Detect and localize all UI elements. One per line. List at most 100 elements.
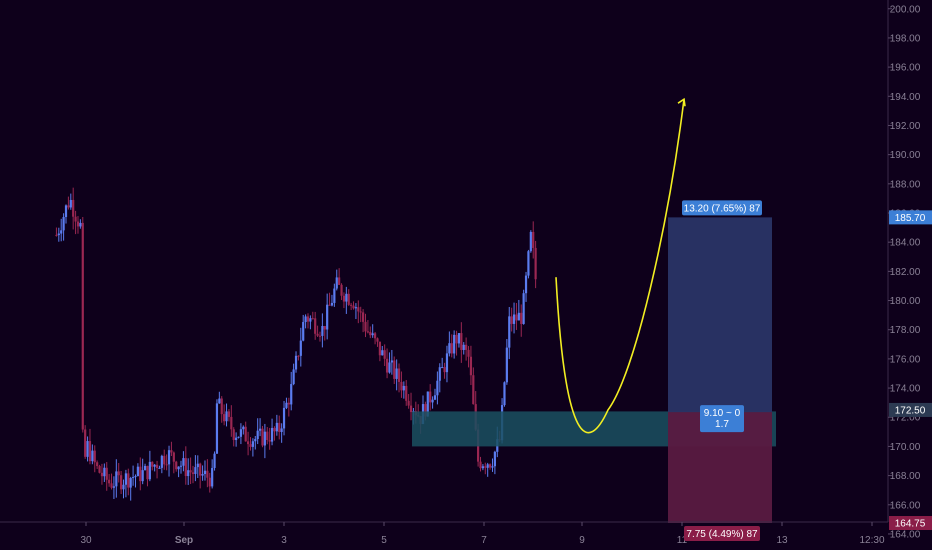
price-tick-label: 176.00 bbox=[890, 354, 921, 365]
candle-body bbox=[397, 368, 401, 382]
candle-body bbox=[256, 430, 259, 440]
time-tick-label: 13 bbox=[776, 535, 788, 546]
time-tick-label: 7 bbox=[481, 535, 487, 546]
candle-body bbox=[342, 295, 346, 302]
candle-body bbox=[426, 391, 429, 417]
candle-body bbox=[60, 230, 63, 234]
price-tick-label: 170.00 bbox=[890, 442, 921, 453]
target-price-tag-bg bbox=[889, 210, 932, 225]
candle-body bbox=[524, 275, 528, 294]
candle-body bbox=[340, 284, 343, 296]
candle-body bbox=[517, 312, 520, 321]
candle-body bbox=[141, 470, 144, 482]
candle-body bbox=[199, 463, 202, 476]
candle-body bbox=[326, 304, 329, 330]
candle-body bbox=[64, 205, 68, 218]
candle-body bbox=[88, 441, 92, 462]
candle-body bbox=[338, 277, 341, 285]
stop-price-tag-bg bbox=[889, 516, 932, 531]
price-tick-label: 178.00 bbox=[890, 325, 921, 336]
candle-body bbox=[503, 382, 506, 406]
candle-body bbox=[294, 355, 298, 370]
candle-body bbox=[211, 467, 214, 487]
price-axis[interactable]: 164.00 166.00 168.00 170.00 172.00 174.00 176.… bbox=[887, 0, 932, 540]
candle-body bbox=[266, 431, 269, 441]
stop-label-bg bbox=[684, 526, 760, 542]
candle-body bbox=[79, 222, 82, 227]
candle-body bbox=[445, 353, 449, 373]
candle-body bbox=[347, 293, 350, 305]
candle-body bbox=[527, 251, 530, 276]
candle-body bbox=[441, 367, 444, 369]
price-tick-label: 164.00 bbox=[890, 529, 921, 540]
candle-body bbox=[481, 466, 485, 469]
candle-body bbox=[534, 247, 537, 280]
candle-body bbox=[505, 347, 508, 383]
candle-body bbox=[383, 350, 386, 359]
candle-body bbox=[237, 436, 240, 438]
candle-body bbox=[72, 199, 75, 217]
candle-body bbox=[117, 471, 120, 476]
candle-body bbox=[218, 398, 221, 404]
projection-arrow-icon bbox=[677, 97, 686, 107]
candle-body bbox=[330, 302, 334, 306]
candle-body bbox=[223, 414, 226, 422]
candle-body bbox=[491, 466, 494, 468]
target-label-text: 13.20 (7.65%) 87 bbox=[684, 203, 761, 214]
candle-body bbox=[297, 355, 300, 357]
candle-body bbox=[103, 467, 106, 477]
candle-body bbox=[270, 427, 274, 442]
ratio-label: 9.10 ~ 01.7 bbox=[700, 405, 744, 433]
price-tick-label: 192.00 bbox=[890, 121, 921, 132]
stop-label: 7.75 (4.49%) 87 bbox=[684, 526, 760, 542]
candle-body bbox=[316, 333, 319, 336]
candle-body bbox=[333, 288, 336, 303]
candle-body bbox=[151, 461, 154, 467]
candle-body bbox=[493, 451, 496, 467]
candle-body bbox=[469, 356, 473, 376]
price-tick-label: 174.00 bbox=[890, 384, 921, 395]
candle-body bbox=[242, 426, 245, 430]
price-tick-label: 188.00 bbox=[890, 179, 921, 190]
candle-body bbox=[438, 367, 441, 381]
tag-layer: 13.20 (7.65%) 87 7.75 (4.49%) 87 9.10 ~ 01… bbox=[682, 200, 762, 542]
candle-body bbox=[100, 472, 104, 477]
candle-body bbox=[227, 411, 231, 417]
target-area[interactable] bbox=[668, 217, 772, 413]
candle-body bbox=[191, 472, 195, 474]
candle-body bbox=[282, 407, 286, 429]
candle-body bbox=[134, 476, 137, 478]
time-axis[interactable]: 30 Sep 3 5 7 9 11 13 12:30 bbox=[0, 521, 888, 546]
candle-body bbox=[146, 465, 149, 480]
candle-body bbox=[105, 467, 108, 480]
candle-body bbox=[405, 385, 408, 401]
candle-body bbox=[373, 333, 377, 339]
candle-body bbox=[261, 428, 264, 446]
candle-body bbox=[311, 318, 314, 320]
projection-curve bbox=[555, 99, 685, 434]
candle-body bbox=[381, 350, 384, 356]
candle-body bbox=[407, 400, 410, 406]
last-price-tag-bg bbox=[889, 402, 932, 417]
time-tick-label: Sep bbox=[175, 535, 193, 546]
candle-body bbox=[208, 477, 211, 487]
candle-body bbox=[299, 340, 302, 356]
last-price-tag-text: 172.50 bbox=[895, 405, 926, 416]
candle-body bbox=[74, 216, 77, 222]
time-tick-label: 12:30 bbox=[859, 535, 884, 546]
target-label: 13.20 (7.65%) 87 bbox=[682, 200, 762, 216]
candle-body bbox=[239, 429, 243, 437]
candle-body bbox=[124, 473, 128, 485]
ratio-label-line2: 1.7 bbox=[715, 419, 729, 430]
candle-body bbox=[345, 293, 348, 302]
candle-body bbox=[55, 234, 58, 236]
candle-body bbox=[352, 305, 355, 309]
candle-body bbox=[433, 395, 437, 400]
candle-body bbox=[189, 470, 192, 473]
price-tick-label: 198.00 bbox=[890, 33, 921, 44]
candle-body bbox=[306, 316, 310, 322]
candle-body bbox=[213, 453, 216, 468]
candle-body bbox=[328, 304, 331, 306]
